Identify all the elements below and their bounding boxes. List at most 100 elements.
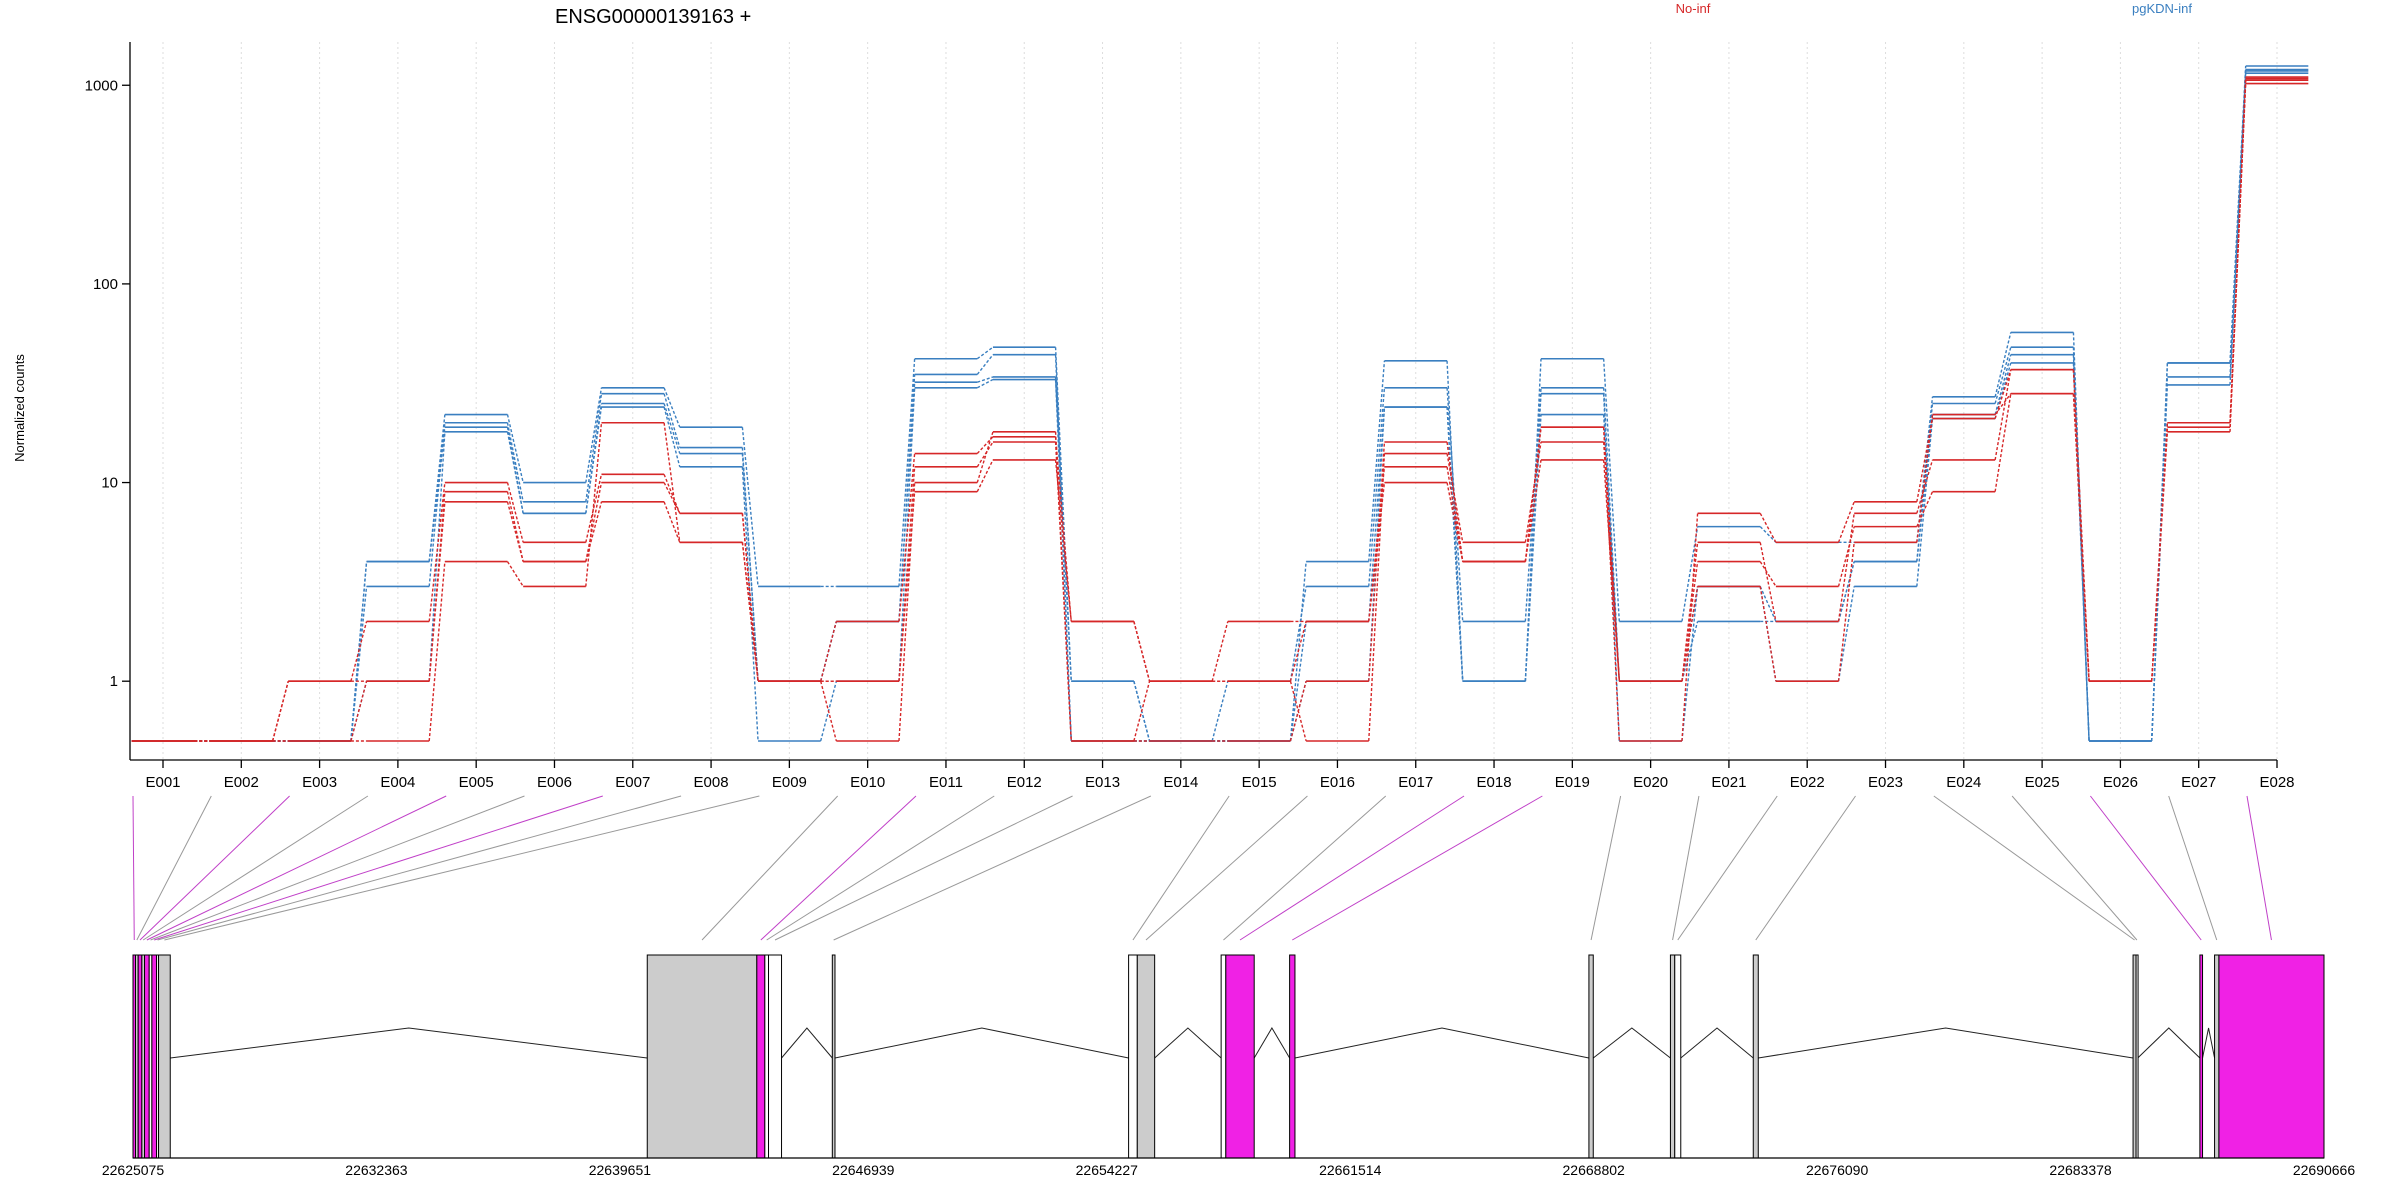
series-connector (820, 621, 838, 682)
x-tick-label: E005 (459, 774, 494, 791)
y-tick-label: 1 (110, 673, 118, 690)
bin-connector (132, 795, 135, 941)
exon-e009 (158, 954, 171, 1159)
bin-connector (766, 795, 995, 941)
series-connector (1916, 459, 1934, 514)
x-tick-label: E021 (1711, 774, 1746, 791)
series-connector (1681, 513, 1699, 742)
bin-connector (1933, 795, 2135, 941)
series-connector (1759, 542, 1777, 622)
series-connector (1837, 526, 1855, 587)
series-connector (350, 586, 368, 742)
series-connector (1446, 387, 1464, 622)
x-tick-label: E003 (302, 774, 337, 791)
intron-line (2137, 1027, 2201, 1059)
x-tick-label: E025 (2025, 774, 2060, 791)
series-connector (1916, 396, 1934, 543)
exon-e026 (2199, 954, 2204, 1159)
bin-connector (774, 795, 1073, 941)
series-connector (663, 422, 681, 543)
x-tick-label: E012 (1007, 774, 1042, 791)
y-tick-label: 100 (93, 276, 118, 293)
series-connector (1446, 406, 1464, 682)
series-connector (1289, 681, 1307, 742)
series-connector (1133, 681, 1151, 742)
exon-e027 (2214, 954, 2220, 1159)
exon-e017 (1220, 954, 1227, 1159)
series-connector (976, 459, 994, 492)
bin-connector (146, 795, 447, 941)
series-pgkdn-inf (131, 70, 2309, 742)
series-pgkdn-inf (131, 72, 2309, 742)
x-tick-label: E020 (1633, 774, 1668, 791)
bin-connector (760, 795, 917, 941)
x-tick-label: E009 (772, 774, 807, 791)
x-tick-label: E019 (1555, 774, 1590, 791)
series-connector (350, 621, 368, 682)
series-connector (506, 422, 524, 502)
exon-e018 (1225, 954, 1255, 1159)
intron-line (170, 1027, 648, 1059)
series-connector (976, 431, 994, 483)
series-no-inf (131, 82, 2309, 742)
intron-line (781, 1027, 833, 1059)
series-connector (1368, 360, 1386, 562)
series-connector (1524, 414, 1542, 682)
x-tick-label: E004 (380, 774, 415, 791)
series-connector (976, 354, 994, 375)
series-connector (428, 431, 446, 682)
genome-coordinate-label: 22676090 (1806, 1162, 1869, 1178)
series-connector (585, 422, 603, 587)
series-connector (2151, 422, 2169, 682)
exon-e016 (1136, 954, 1156, 1159)
series-connector (1602, 393, 1621, 742)
intron-line (1680, 1027, 1754, 1059)
series-connector (506, 561, 524, 587)
series-connector (1837, 501, 1855, 543)
series-no-inf (131, 79, 2309, 742)
series-no-inf (131, 76, 2309, 742)
intron-line (2202, 1027, 2216, 1059)
series-no-inf (131, 77, 2309, 742)
series-connector (1602, 358, 1621, 622)
series-connector (1681, 586, 1699, 682)
series-connector (2151, 384, 2169, 742)
x-tick-label: E014 (1163, 774, 1198, 791)
x-tick-label: E016 (1320, 774, 1355, 791)
x-tick-label: E018 (1477, 774, 1512, 791)
x-tick-label: E027 (2181, 774, 2216, 791)
legend-entry-no-inf: No-inf (1676, 1, 1711, 16)
series-connector (1524, 358, 1542, 682)
x-tick-label: E002 (224, 774, 259, 791)
series-connector (1368, 406, 1386, 622)
series-connector (1602, 387, 1621, 682)
series-connector (506, 414, 524, 483)
series-connector (1681, 526, 1699, 622)
x-tick-label: E006 (537, 774, 572, 791)
exon-e015 (1128, 954, 1138, 1159)
series-connector (663, 393, 681, 448)
bin-connector (1292, 795, 1543, 941)
series-connector (1994, 369, 2012, 461)
series-connector (663, 406, 681, 467)
series-connector (2072, 393, 2090, 682)
bin-connector (2168, 795, 2218, 941)
series-connector (1681, 561, 1699, 682)
series-connector (1837, 542, 1855, 682)
series-connector (585, 393, 603, 502)
exon-e011 (756, 954, 766, 1159)
series-connector (1759, 586, 1777, 622)
intron-line (834, 1027, 1129, 1059)
series-connector (350, 681, 368, 742)
series-connector (1368, 387, 1386, 587)
series-connector (1054, 436, 1072, 622)
series-connector (506, 427, 524, 514)
exon-e020 (1588, 954, 1594, 1159)
series-connector (585, 387, 603, 483)
bin-connector (1672, 795, 1700, 941)
series-connector (2151, 362, 2169, 742)
series-connector (428, 427, 446, 562)
series-connector (1602, 459, 1621, 682)
grid-layer (162, 42, 2278, 760)
bin-connector (1239, 795, 1465, 941)
